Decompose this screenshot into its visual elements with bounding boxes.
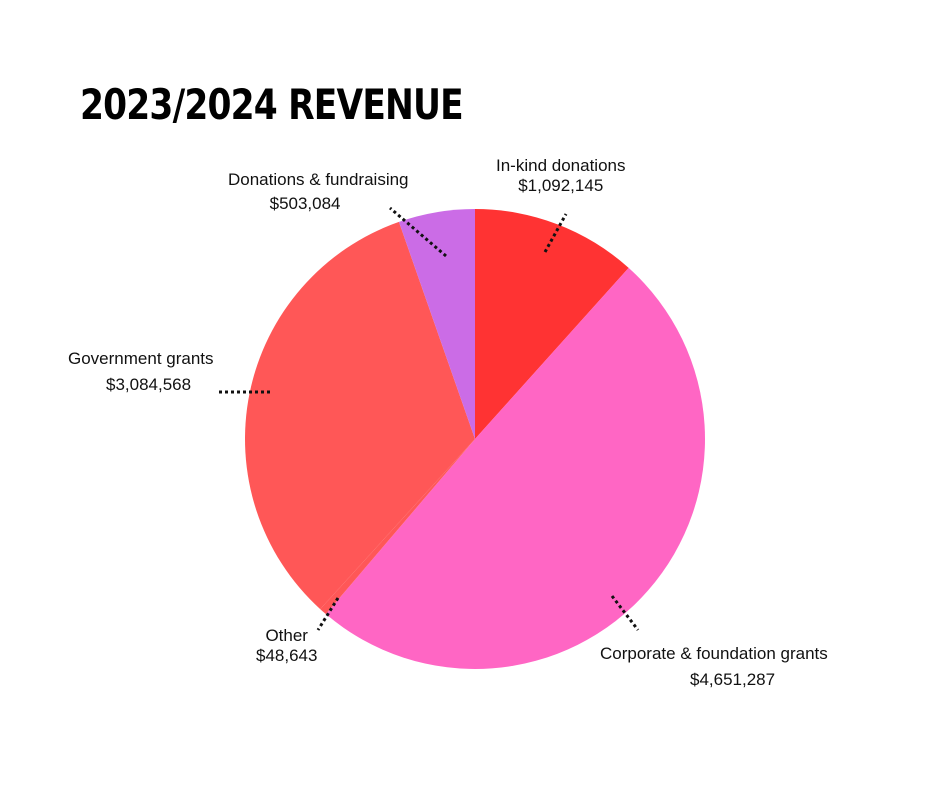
label-corporate: Corporate & foundation grants $4,651,287 [600,644,828,691]
slice-other [320,439,475,615]
label-government-name: Government grants [68,349,214,368]
label-corporate-name: Corporate & foundation grants [600,644,828,663]
leader-line-donations [389,206,447,258]
chart-title: 2023/2024 REVENUE [80,80,464,129]
slice-donations [398,209,475,439]
label-government: Government grants $3,084,568 [68,349,214,396]
label-in-kind-name: In-kind donations [496,156,626,175]
label-donations-name: Donations & fundraising [228,170,409,189]
label-in-kind-value: $1,092,145 [518,176,604,196]
label-other-name: Other [265,626,308,645]
slice-government [245,221,475,610]
label-other: Other $48,643 [256,626,317,667]
slice-in-kind [475,209,629,439]
label-government-value: $3,084,568 [106,375,192,395]
label-in-kind: In-kind donations $1,092,145 [496,156,625,197]
label-other-value: $48,643 [256,646,318,666]
slice-corporate [325,267,705,669]
label-donations: Donations & fundraising $503,084 [228,170,409,215]
label-corporate-value: $4,651,287 [690,670,776,690]
label-donations-value: $503,084 [269,194,341,214]
leader-line-corporate [610,595,640,631]
leader-line-other [316,597,340,631]
leader-line-in-kind [543,213,568,253]
